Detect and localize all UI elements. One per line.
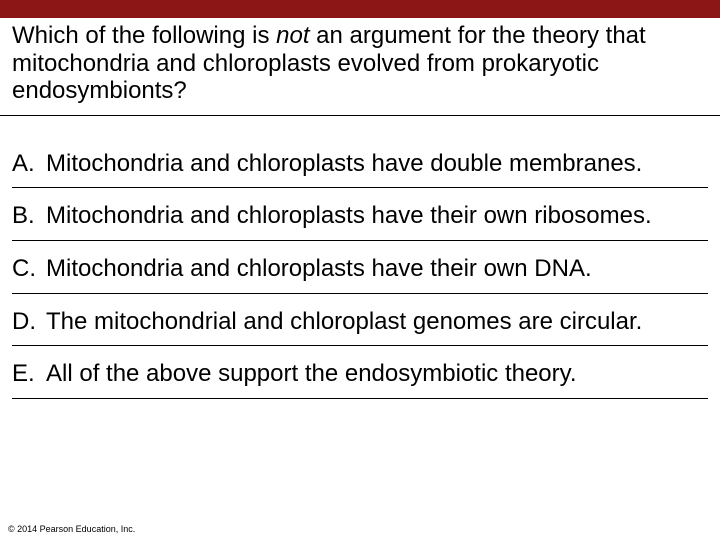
choice-a: A. Mitochondria and chloroplasts have do… [12, 144, 708, 189]
choice-letter: B. [12, 202, 46, 230]
copyright-text: © 2014 Pearson Education, Inc. [8, 524, 135, 534]
choice-b: B. Mitochondria and chloroplasts have th… [12, 196, 708, 241]
choice-letter: E. [12, 360, 46, 388]
choice-text: The mitochondrial and chloroplast genome… [46, 308, 708, 336]
choice-e: E. All of the above support the endosymb… [12, 354, 708, 399]
choice-letter: A. [12, 150, 46, 178]
question-text: Which of the following is not an argumen… [12, 22, 708, 105]
choice-c: C. Mitochondria and chloroplasts have th… [12, 249, 708, 294]
choice-letter: C. [12, 255, 46, 283]
choice-text: Mitochondria and chloroplasts have their… [46, 255, 708, 283]
question-pre: Which of the following is [12, 22, 276, 49]
choice-text: Mitochondria and chloroplasts have doubl… [46, 150, 708, 178]
choice-d: D. The mitochondrial and chloroplast gen… [12, 302, 708, 347]
top-accent-bar [0, 0, 720, 18]
choice-letter: D. [12, 308, 46, 336]
question-block: Which of the following is not an argumen… [0, 18, 720, 116]
answer-choices: A. Mitochondria and chloroplasts have do… [0, 116, 720, 399]
choice-text: Mitochondria and chloroplasts have their… [46, 202, 708, 230]
question-italic-word: not [276, 22, 309, 49]
choice-text: All of the above support the endosymbiot… [46, 360, 708, 388]
